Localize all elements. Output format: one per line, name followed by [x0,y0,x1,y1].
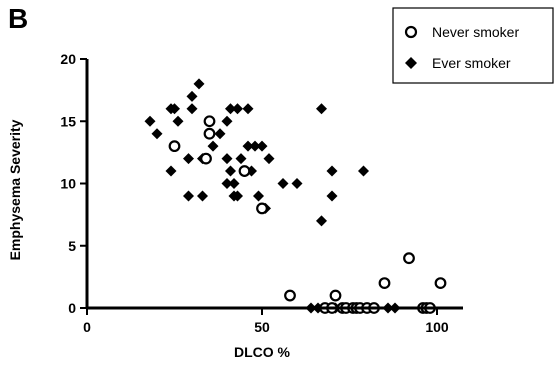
ever-smoker-point [242,103,254,115]
ever-smoker-point [256,140,268,152]
legend-box [392,7,554,84]
ever-smoker-point [197,190,208,202]
x-tick-label: 0 [83,319,91,335]
ever-smoker-point [242,140,254,152]
ever-smoker-point [225,103,236,115]
ever-smoker-point [151,128,163,140]
ever-smoker-point [316,103,327,115]
ever-smoker-point [169,103,180,115]
never-smoker-point [378,277,391,290]
never-smoker-point [284,289,296,302]
ever-smoker-point [232,103,243,115]
ever-smoker-point [326,165,338,177]
never-smoker-point [434,277,447,290]
y-tick-label: 5 [68,238,76,254]
axes [80,58,463,315]
never-smoker-point [329,289,342,302]
never-smoker-point [403,252,415,265]
ever-smoker-point [221,115,233,127]
panel-label: B [8,3,28,34]
ever-smoker-point [277,178,289,189]
never-smoker-point [238,165,251,177]
ever-smoker-point [172,115,184,127]
ever-smoker-point [221,178,233,189]
ever-smoker-point [144,115,156,127]
ever-smoker-point [263,153,275,165]
ever-smoker-point [225,165,236,177]
plot-area [144,78,447,314]
ever-smoker-point [165,165,177,177]
legend-ever-smoker-label: Ever smoker [432,55,511,71]
ever-smoker-point [235,153,247,165]
ever-smoker-point [253,190,264,202]
ever-smoker-point [186,90,198,102]
legend-never-smoker-label: Never smoker [432,24,519,40]
ever-smoker-point [291,178,303,189]
never-smoker-point [168,140,181,153]
ever-smoker-point [316,215,327,227]
legend: Never smoker Ever smoker [392,7,554,84]
ever-smoker-point [228,178,240,189]
x-axis-title: DLCO % [234,344,291,360]
ever-smoker-point [186,103,198,115]
legend-never-smoker-marker [404,25,418,39]
ever-smoker-point [183,153,194,165]
ever-smoker-point [183,190,194,202]
y-tick-label: 0 [68,300,76,316]
ever-smoker-point [232,190,243,202]
y-tick-label: 10 [60,176,76,192]
ever-smoker-point [214,128,226,140]
ever-smoker-point [249,140,261,152]
never-smoker-point [200,152,212,165]
legend-ever-smoker-marker [405,57,417,69]
never-smoker-point [203,115,216,128]
never-smoker-point [256,202,268,215]
never-smoker-point [203,127,216,140]
y-tick-label: 15 [60,113,76,129]
x-tick-label: 100 [425,319,449,335]
x-tick-label: 50 [254,319,270,335]
ever-smoker-point [326,190,338,202]
ever-smoker-point [207,140,219,152]
y-tick-label: 20 [60,51,76,67]
ever-smoker-point [193,78,205,90]
ever-smoker-point [358,165,369,177]
y-axis-title: Emphysema Severity [7,119,23,260]
ever-smoker-point [221,153,233,165]
